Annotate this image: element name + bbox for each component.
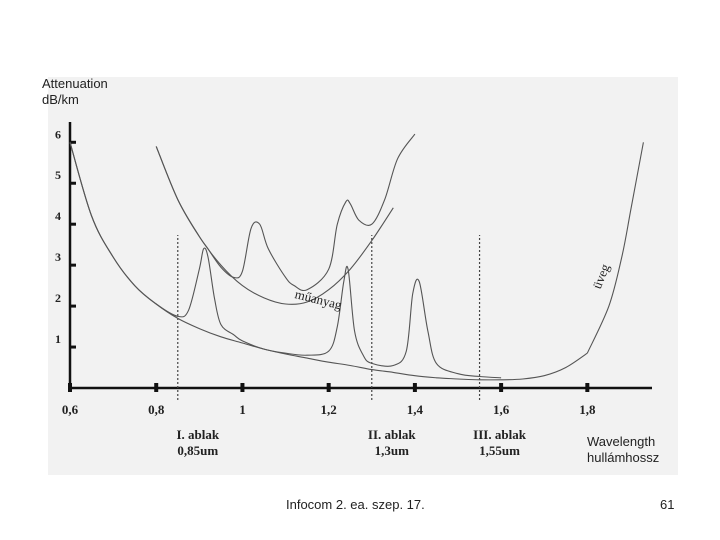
- x-axis-label-line-2: hullámhossz: [587, 450, 660, 465]
- footer-text: Infocom 2. ea. szep. 17.: [286, 497, 425, 512]
- page-number: 61: [660, 497, 675, 512]
- window-label: II. ablak: [368, 427, 416, 442]
- y-tick-label: 4: [55, 209, 61, 223]
- y-axis-label: Attenuation dB/km: [42, 76, 108, 108]
- x-tick-label: 0,6: [62, 402, 79, 417]
- y-tick-label: 1: [55, 332, 61, 346]
- chart-panel: 1 2 3 4 5 6 0,6 0,8 1 1,2 1,4 1,6 1,8 I. ablak 0,85um I…: [48, 77, 678, 475]
- series-line-2: [69, 142, 502, 379]
- window-label: I. ablak: [176, 427, 219, 442]
- x-tick-label: 1,4: [407, 402, 424, 417]
- y-axis-label-line-2: dB/km: [42, 92, 79, 107]
- x-axis-label-line-1: Wavelength: [587, 434, 656, 449]
- x-axis-label: Wavelength hullámhossz: [587, 434, 659, 466]
- series-line-4: [155, 146, 394, 305]
- y-tick-label: 2: [55, 291, 61, 305]
- x-tick-label: 1,6: [493, 402, 510, 417]
- y-axis-label-line-1: Attenuation: [42, 76, 108, 91]
- series-line-5: [586, 142, 644, 354]
- window-sublabel: 1,55um: [479, 443, 520, 458]
- window-sublabel: 1,3um: [375, 443, 409, 458]
- window-sublabel: 0,85um: [177, 443, 218, 458]
- x-tick-label: 1,8: [579, 402, 596, 417]
- y-tick-label: 5: [55, 168, 61, 182]
- x-tick-label: 1,2: [321, 402, 337, 417]
- annotation-glass: üveg: [589, 261, 613, 291]
- annotation-plastic: műanyag: [293, 286, 343, 312]
- x-tick-label: 0,8: [148, 402, 165, 417]
- window-label: III. ablak: [473, 427, 527, 442]
- y-tick-label: 3: [55, 250, 61, 264]
- y-tick-label: 6: [55, 127, 61, 141]
- series-line-3: [155, 133, 416, 292]
- x-tick-label: 1: [239, 402, 246, 417]
- series-line-1: [69, 142, 588, 381]
